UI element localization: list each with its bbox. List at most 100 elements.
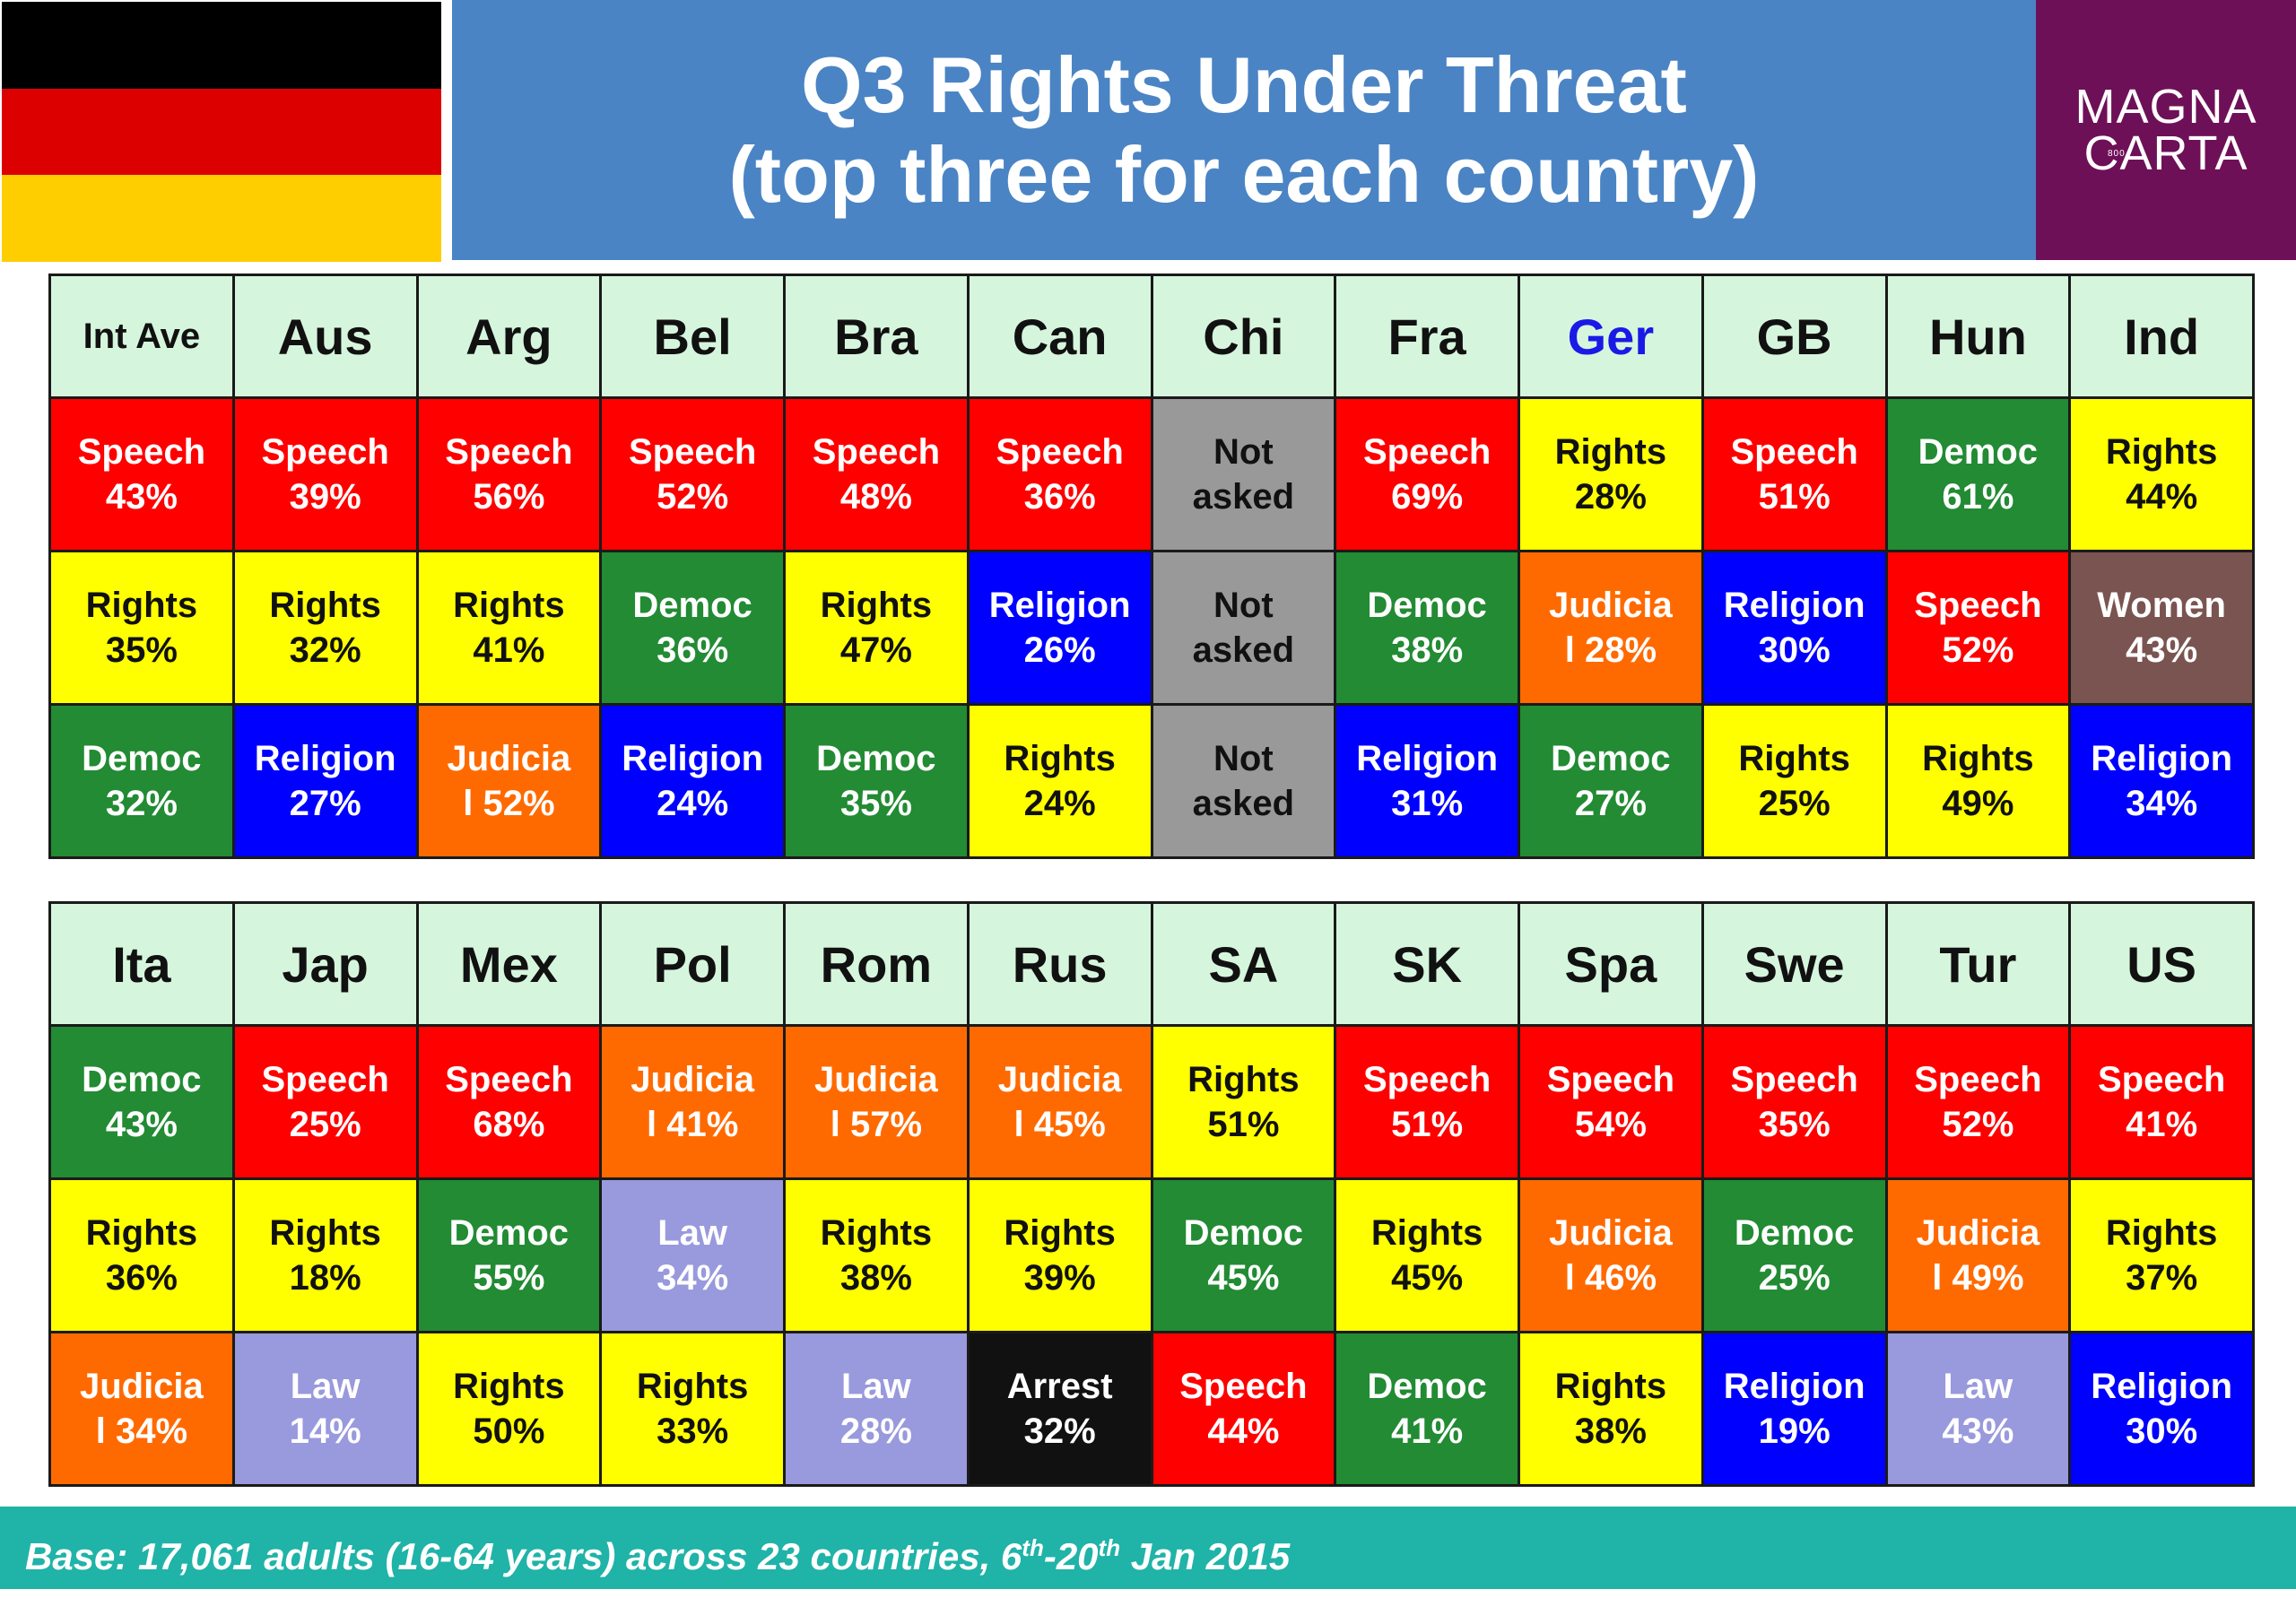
cell-category: Religion — [2091, 739, 2233, 778]
footnote-end: Jan 2015 — [1120, 1535, 1291, 1577]
rank-row-2: Rights 35% Rights 32% Rights 41% Democ 36% Right… — [48, 550, 2255, 706]
cell-value: 52% — [657, 477, 729, 517]
cell-category: Not — [1213, 739, 1274, 778]
cell-sa-rank-3: Speech 44% — [1150, 1331, 1337, 1487]
cell-category: Rights — [1004, 739, 1116, 778]
column-header-hun: Hun — [1884, 274, 2072, 399]
header-row: Ita Jap Mex Pol Rom Rus SA SK Spa Swe Tur US — [48, 901, 2255, 1027]
cell-category: Democ — [632, 586, 752, 625]
cell-value: 25% — [289, 1105, 361, 1144]
cell-category: Rights — [1187, 1060, 1300, 1099]
column-header-arg: Arg — [415, 274, 603, 399]
cell-hun-rank-3: Rights 49% — [1884, 703, 2072, 859]
cell-category: Democ — [1183, 1213, 1304, 1253]
cell-category: Rights — [269, 586, 381, 625]
cell-ger-rank-1: Rights 28% — [1518, 396, 1704, 552]
cell-value: 69% — [1391, 477, 1464, 517]
cell-value: 28% — [1574, 477, 1647, 517]
column-header-rom: Rom — [783, 901, 970, 1027]
cell-category: Democ — [816, 739, 936, 778]
cell-category: Democ — [1367, 586, 1487, 625]
cell-category: Rights — [2105, 432, 2218, 472]
cell-value: asked — [1192, 784, 1295, 823]
cell-sk-rank-2: Rights 45% — [1334, 1177, 1520, 1333]
cell-category: Speech — [261, 432, 389, 472]
cell-category: Speech — [445, 1060, 573, 1099]
cell-value: 18% — [289, 1258, 361, 1298]
cell-us-rank-2: Rights 37% — [2068, 1177, 2255, 1333]
cell-category: Speech — [77, 432, 206, 472]
cell-value: 51% — [1391, 1105, 1464, 1144]
cell-category: Speech — [1914, 586, 2042, 625]
column-header-pol: Pol — [599, 901, 786, 1027]
cell-category: Religion — [1723, 586, 1866, 625]
cell-value: 38% — [839, 1258, 912, 1298]
cell-fra-rank-1: Speech 69% — [1334, 396, 1520, 552]
cell-rus-rank-3: Arrest 32% — [966, 1331, 1153, 1487]
cell-category: Law — [290, 1367, 361, 1406]
cell-value: 43% — [105, 477, 178, 517]
logo-line-1: MAGNA — [2074, 80, 2257, 134]
cell-category: Democ — [82, 1060, 202, 1099]
cell-tur-rank-1: Speech 52% — [1884, 1024, 2072, 1180]
cell-bel-rank-3: Religion 24% — [599, 703, 786, 859]
cell-category: Speech — [628, 432, 757, 472]
title-line-2: (top three for each country) — [728, 130, 1760, 219]
cell-category: Rights — [636, 1367, 749, 1406]
cell-category: Rights — [2105, 1213, 2218, 1253]
cell-category: Rights — [1554, 432, 1667, 472]
cell-value: 61% — [1942, 477, 2014, 517]
germany-flag — [2, 2, 441, 263]
cell-value: 32% — [289, 630, 361, 670]
cell-bra-rank-1: Speech 48% — [783, 396, 970, 552]
cell-us-rank-3: Religion 30% — [2068, 1331, 2255, 1487]
cell-value: l 41% — [646, 1105, 739, 1144]
cell-value: 35% — [105, 630, 178, 670]
cell-bel-rank-2: Democ 36% — [599, 550, 786, 706]
cell-category: Religion — [1723, 1367, 1866, 1406]
cell-category: Law — [657, 1213, 728, 1253]
cell-category: Speech — [1730, 432, 1858, 472]
cell-arg-rank-1: Speech 56% — [415, 396, 603, 552]
rank-row-1: Democ 43% Speech 25% Speech 68% Judicia l 41% Ju… — [48, 1024, 2255, 1180]
column-header-tur: Tur — [1884, 901, 2072, 1027]
cell-category: Democ — [1918, 432, 2039, 472]
cell-category: Speech — [445, 432, 573, 472]
column-header-bra: Bra — [783, 274, 970, 399]
column-header-swe: Swe — [1700, 901, 1888, 1027]
cell-ind-rank-1: Rights 44% — [2068, 396, 2255, 552]
cell-category: Speech — [1362, 1060, 1492, 1099]
cell-bel-rank-1: Speech 52% — [599, 396, 786, 552]
cell-gb-rank-3: Rights 25% — [1700, 703, 1888, 859]
cell-value: 45% — [1207, 1258, 1280, 1298]
cell-ger-rank-3: Democ 27% — [1518, 703, 1704, 859]
cell-jap-rank-1: Speech 25% — [231, 1024, 419, 1180]
cell-bra-rank-3: Democ 35% — [783, 703, 970, 859]
logo-line-2: CARTA — [2083, 126, 2248, 180]
cell-sk-rank-1: Speech 51% — [1334, 1024, 1520, 1180]
cell-value: 32% — [105, 784, 178, 823]
cell-chi-rank-1: Not asked — [1150, 396, 1337, 552]
cell-value: 55% — [473, 1258, 545, 1298]
cell-value: 35% — [839, 784, 912, 823]
cell-category: Judicia — [1916, 1213, 2040, 1253]
cell-value: 49% — [1942, 784, 2014, 823]
column-header-ita: Ita — [48, 901, 235, 1027]
cell-ita-rank-3: Judicia l 34% — [48, 1331, 235, 1487]
cell-hun-rank-1: Democ 61% — [1884, 396, 2072, 552]
cell-mex-rank-1: Speech 68% — [415, 1024, 603, 1180]
cell-value: l 28% — [1564, 630, 1657, 670]
cell-value: 52% — [1942, 630, 2014, 670]
logo-tiny-text: 800 — [2108, 149, 2126, 159]
column-header-fra: Fra — [1334, 274, 1520, 399]
footnote-mid: -20 — [1043, 1535, 1099, 1577]
cell-pol-rank-2: Law 34% — [599, 1177, 786, 1333]
cell-category: Speech — [1730, 1060, 1858, 1099]
cell-sa-rank-1: Rights 51% — [1150, 1024, 1337, 1180]
cell-fra-rank-2: Democ 38% — [1334, 550, 1520, 706]
cell-category: Rights — [453, 586, 565, 625]
cell-category: Arrest — [1006, 1367, 1113, 1406]
cell-int-ave-rank-3: Democ 32% — [48, 703, 235, 859]
cell-value: 43% — [2126, 630, 2198, 670]
cell-ita-rank-1: Democ 43% — [48, 1024, 235, 1180]
